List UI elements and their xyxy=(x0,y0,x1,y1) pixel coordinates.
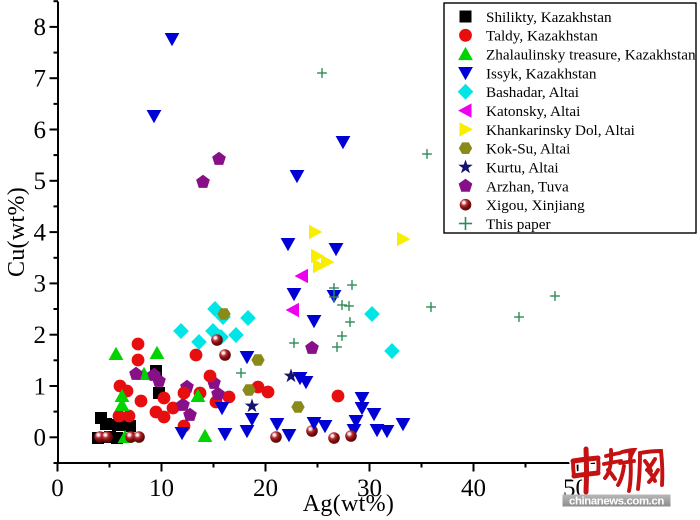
svg-text:1: 1 xyxy=(34,373,47,400)
svg-text:7: 7 xyxy=(34,66,47,93)
svg-text:10: 10 xyxy=(149,475,174,502)
svg-text:0: 0 xyxy=(34,425,47,452)
svg-text:20: 20 xyxy=(253,475,278,502)
svg-text:3: 3 xyxy=(34,271,47,298)
svg-text:Kurtu, Altai: Kurtu, Altai xyxy=(486,160,559,177)
svg-text:2: 2 xyxy=(34,322,47,349)
svg-text:Ag(wt%): Ag(wt%) xyxy=(303,491,394,517)
svg-text:8: 8 xyxy=(34,14,47,41)
svg-text:Xigou, Xinjiang: Xigou, Xinjiang xyxy=(486,197,585,214)
svg-text:5: 5 xyxy=(34,168,47,195)
svg-text:Kok-Su, Altai: Kok-Su, Altai xyxy=(486,141,570,158)
svg-text:40: 40 xyxy=(461,475,486,502)
svg-text:Bashadar, Altai: Bashadar, Altai xyxy=(486,84,579,101)
svg-text:Issyk, Kazakhstan: Issyk, Kazakhstan xyxy=(486,65,597,82)
svg-text:30: 30 xyxy=(357,475,382,502)
svg-text:Taldy, Kazakhstan: Taldy, Kazakhstan xyxy=(486,28,598,45)
svg-text:Zhalaulinsky treasure, Kazakhs: Zhalaulinsky treasure, Kazakhstan xyxy=(486,47,696,64)
svg-text:Katonsky, Altai: Katonsky, Altai xyxy=(486,103,580,120)
svg-text:0: 0 xyxy=(51,475,64,502)
svg-text:Shilikty, Kazakhstan: Shilikty, Kazakhstan xyxy=(486,9,612,26)
svg-text:Arzhan, Tuva: Arzhan, Tuva xyxy=(486,178,569,195)
svg-text:Khankarinsky Dol, Altai: Khankarinsky Dol, Altai xyxy=(486,122,635,139)
svg-text:This paper: This paper xyxy=(486,216,551,233)
svg-text:Cu(wt%): Cu(wt%) xyxy=(4,187,30,277)
svg-text:chinanews.com.cn: chinanews.com.cn xyxy=(569,495,664,507)
svg-text:4: 4 xyxy=(34,219,47,246)
svg-text:6: 6 xyxy=(34,117,47,144)
